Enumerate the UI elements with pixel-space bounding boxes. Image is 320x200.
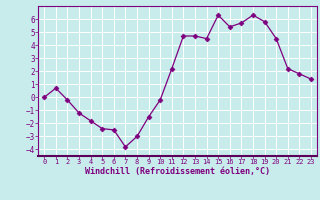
X-axis label: Windchill (Refroidissement éolien,°C): Windchill (Refroidissement éolien,°C) bbox=[85, 167, 270, 176]
